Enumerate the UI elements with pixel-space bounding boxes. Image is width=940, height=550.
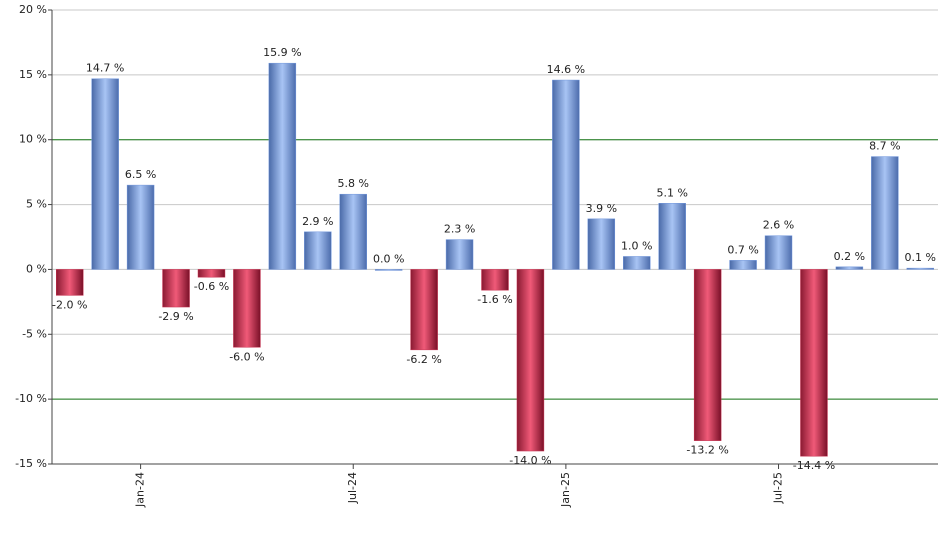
value-label: -6.2 % [406,353,441,366]
value-label: -2.0 % [52,298,87,311]
bar [162,269,190,308]
y-tick-label: -10 % [15,392,47,405]
value-label: -13.2 % [686,444,728,457]
bar [481,269,509,291]
value-label: 15.9 % [263,46,301,59]
value-label: -0.6 % [194,280,229,293]
bar [906,267,934,270]
y-tick-label: 10 % [19,133,47,146]
bar [410,269,438,351]
x-tick-label: Jan-25 [559,472,572,508]
bar [658,203,686,270]
bar [587,218,616,270]
bar [552,79,580,270]
bar [126,184,155,270]
value-label: 0.0 % [373,252,404,265]
bar [871,156,899,270]
value-label: 5.1 % [656,186,687,199]
bar [304,231,332,270]
value-label: 2.6 % [763,219,794,232]
x-tick-label: Jan-24 [134,472,147,508]
value-label: 0.2 % [834,250,865,263]
value-label: 8.7 % [869,140,900,153]
value-label: 2.3 % [444,223,475,236]
bar [339,193,367,270]
bar [233,269,261,348]
y-tick-label: -5 % [22,327,47,340]
bar [729,260,757,270]
value-label: 3.9 % [586,202,617,215]
bar [764,235,793,270]
x-tick-label: Jul-25 [772,472,785,504]
value-label: -6.0 % [229,350,264,363]
value-label: 5.8 % [338,177,369,190]
y-tick-label: 15 % [19,68,47,81]
bar [835,266,864,270]
bar [374,269,403,271]
bar [197,269,226,278]
value-label: 14.7 % [86,62,124,75]
bar [516,269,545,452]
bar [445,239,474,270]
bar [800,269,828,457]
value-label: 1.0 % [621,239,652,252]
y-tick-label: -15 % [15,457,47,470]
value-label: -14.0 % [509,454,551,467]
bar [623,256,651,270]
y-tick-label: 0 % [26,262,47,275]
value-label: -1.6 % [477,293,512,306]
value-label: -14.4 % [793,459,835,472]
value-label: -2.9 % [158,310,193,323]
value-label: 0.1 % [905,251,936,264]
value-label: 0.7 % [727,243,758,256]
y-tick-label: 5 % [26,198,47,211]
bar [56,269,84,296]
bar [268,62,297,270]
bar [91,78,119,270]
y-tick-label: 20 % [19,3,47,16]
x-tick-label: Jul-24 [346,472,359,504]
value-label: 2.9 % [302,215,333,228]
value-label: 14.6 % [547,63,585,76]
bar [693,269,722,441]
value-label: 6.5 % [125,168,156,181]
